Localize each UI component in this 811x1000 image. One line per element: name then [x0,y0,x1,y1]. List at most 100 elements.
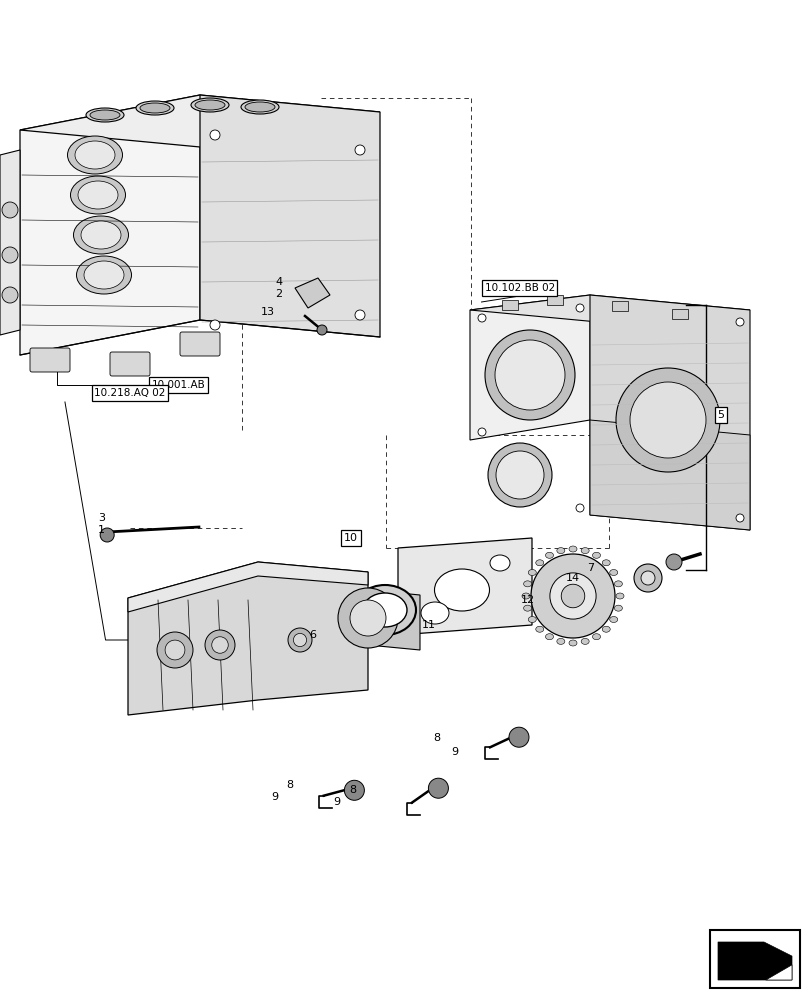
Text: 9: 9 [451,747,457,757]
Text: 10.102.BB 02: 10.102.BB 02 [484,283,554,293]
Polygon shape [765,965,791,980]
Text: 10.001.AB: 10.001.AB [152,380,205,390]
Circle shape [212,637,228,653]
Circle shape [288,628,311,652]
Circle shape [210,130,220,140]
Ellipse shape [191,98,229,112]
Ellipse shape [602,560,610,566]
Text: 9: 9 [271,792,277,802]
Ellipse shape [545,552,553,558]
Text: 9: 9 [333,797,340,807]
Ellipse shape [614,581,622,587]
Ellipse shape [245,102,275,112]
FancyBboxPatch shape [30,348,70,372]
Polygon shape [717,942,791,980]
Circle shape [293,633,307,647]
Circle shape [204,630,234,660]
Polygon shape [294,278,329,308]
Circle shape [530,554,614,638]
Ellipse shape [78,181,118,209]
Circle shape [344,780,364,800]
Polygon shape [128,562,367,715]
Text: 3: 3 [98,513,105,523]
Text: 2: 2 [275,289,281,299]
Ellipse shape [614,605,622,611]
Polygon shape [470,295,749,325]
Circle shape [478,314,486,322]
Ellipse shape [569,546,577,552]
Polygon shape [590,420,749,530]
Bar [547,295,562,305]
Polygon shape [20,95,380,147]
Text: 4: 4 [275,277,281,287]
Circle shape [629,382,705,458]
Ellipse shape [135,101,174,115]
Polygon shape [20,95,200,355]
Bar [501,300,517,310]
Ellipse shape [592,634,600,640]
Circle shape [495,340,564,410]
Ellipse shape [535,560,543,566]
Ellipse shape [609,570,617,576]
Ellipse shape [569,640,577,646]
FancyBboxPatch shape [180,332,220,356]
Ellipse shape [523,581,531,587]
Text: 6: 6 [309,630,315,640]
Ellipse shape [528,570,535,576]
Ellipse shape [76,256,131,294]
Polygon shape [397,538,531,635]
Circle shape [575,504,583,512]
Ellipse shape [81,221,121,249]
Circle shape [508,727,528,747]
Circle shape [316,325,327,335]
Bar [611,301,627,311]
Bar [709,930,799,988]
Ellipse shape [139,103,169,113]
Text: 1: 1 [98,525,105,535]
Circle shape [665,554,681,570]
Ellipse shape [241,100,279,114]
Ellipse shape [521,593,530,599]
Ellipse shape [363,593,406,627]
Ellipse shape [581,548,589,554]
Ellipse shape [71,176,126,214]
Ellipse shape [523,605,531,611]
Circle shape [2,247,18,263]
Circle shape [735,514,743,522]
Ellipse shape [420,602,448,624]
Text: 13: 13 [260,307,275,317]
Circle shape [735,318,743,326]
FancyBboxPatch shape [109,352,150,376]
Text: 14: 14 [564,573,579,583]
Text: 10: 10 [343,533,358,543]
Ellipse shape [195,100,225,110]
Circle shape [100,528,114,542]
Circle shape [428,778,448,798]
Ellipse shape [616,593,623,599]
Circle shape [2,287,18,303]
Circle shape [2,202,18,218]
Text: 10.218.AQ 02: 10.218.AQ 02 [94,388,165,398]
Ellipse shape [90,110,120,120]
Text: 11: 11 [421,620,436,630]
Circle shape [337,588,397,648]
Circle shape [616,368,719,472]
Circle shape [350,600,385,636]
Ellipse shape [581,638,589,644]
Ellipse shape [434,569,489,611]
Ellipse shape [556,548,564,554]
Circle shape [575,304,583,312]
Ellipse shape [74,216,128,254]
Ellipse shape [84,261,124,289]
Circle shape [478,428,486,436]
Text: 8: 8 [286,780,293,790]
Circle shape [484,330,574,420]
Circle shape [633,564,661,592]
Text: 7: 7 [587,563,594,573]
Circle shape [354,310,365,320]
Ellipse shape [535,626,543,632]
Text: 5: 5 [717,410,723,420]
Ellipse shape [86,108,124,122]
Ellipse shape [592,552,600,558]
Ellipse shape [609,616,617,622]
